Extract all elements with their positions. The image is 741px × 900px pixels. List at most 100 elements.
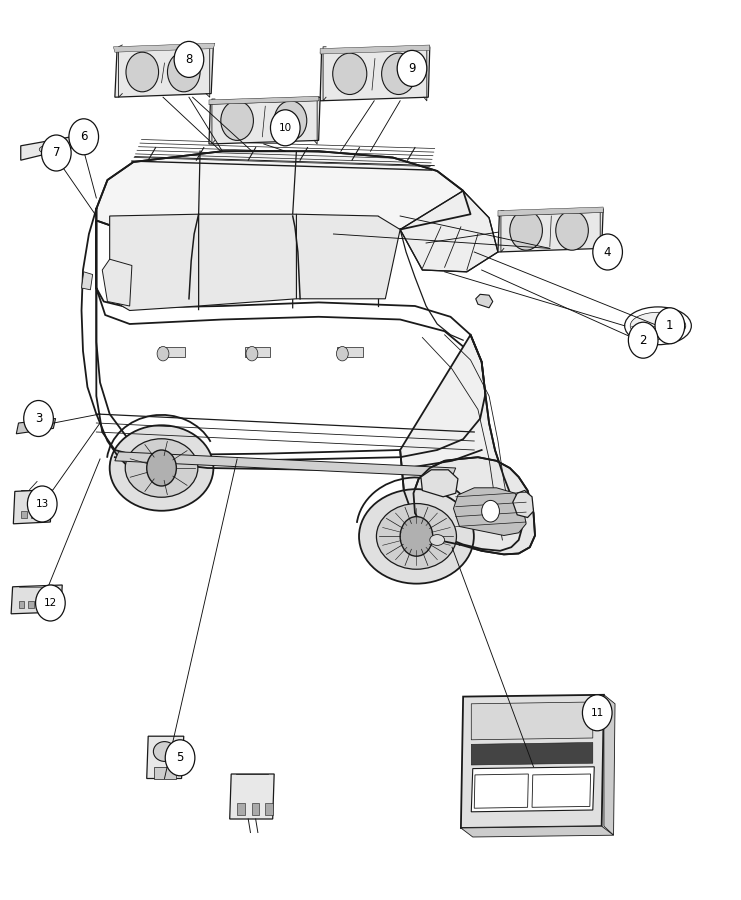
Polygon shape	[461, 695, 604, 828]
Circle shape	[397, 50, 427, 86]
Circle shape	[165, 740, 195, 776]
Ellipse shape	[376, 504, 456, 570]
Text: 12: 12	[44, 598, 57, 608]
Text: 9: 9	[408, 62, 416, 75]
Circle shape	[336, 346, 348, 361]
Polygon shape	[70, 133, 83, 146]
Circle shape	[333, 53, 367, 94]
Polygon shape	[154, 767, 176, 778]
Polygon shape	[39, 601, 44, 608]
Polygon shape	[474, 774, 528, 808]
Polygon shape	[532, 774, 591, 807]
Polygon shape	[19, 601, 24, 608]
Polygon shape	[245, 347, 270, 357]
Polygon shape	[21, 135, 82, 160]
Text: 7: 7	[53, 147, 60, 159]
Polygon shape	[230, 774, 274, 819]
Circle shape	[36, 585, 65, 621]
Circle shape	[157, 346, 169, 361]
Polygon shape	[49, 601, 55, 608]
Polygon shape	[237, 803, 245, 815]
Ellipse shape	[630, 312, 686, 339]
Polygon shape	[21, 511, 27, 518]
Circle shape	[147, 450, 176, 486]
Text: 5: 5	[176, 752, 184, 764]
Text: 10: 10	[279, 122, 292, 133]
Polygon shape	[16, 418, 56, 434]
Text: 13: 13	[36, 499, 49, 509]
Polygon shape	[461, 826, 614, 837]
Polygon shape	[265, 803, 273, 815]
Polygon shape	[252, 803, 259, 815]
Polygon shape	[413, 457, 535, 554]
Polygon shape	[13, 490, 52, 524]
Text: 6: 6	[80, 130, 87, 143]
Ellipse shape	[39, 145, 62, 154]
Polygon shape	[28, 601, 34, 608]
Circle shape	[628, 322, 658, 358]
Polygon shape	[471, 702, 593, 740]
Circle shape	[69, 119, 99, 155]
Circle shape	[382, 53, 416, 94]
Polygon shape	[400, 335, 522, 551]
Text: 11: 11	[591, 707, 604, 718]
Polygon shape	[209, 97, 320, 144]
Circle shape	[274, 101, 307, 140]
Circle shape	[41, 135, 71, 171]
Polygon shape	[82, 272, 93, 290]
Polygon shape	[421, 470, 458, 497]
Circle shape	[167, 52, 200, 92]
Circle shape	[482, 500, 499, 522]
Polygon shape	[513, 491, 534, 518]
Circle shape	[556, 211, 588, 250]
Ellipse shape	[125, 439, 198, 497]
Ellipse shape	[625, 307, 691, 345]
Polygon shape	[320, 47, 430, 101]
Polygon shape	[320, 45, 430, 54]
Polygon shape	[115, 452, 456, 477]
Circle shape	[246, 346, 258, 361]
Ellipse shape	[359, 490, 474, 584]
Polygon shape	[296, 214, 400, 299]
Polygon shape	[640, 338, 654, 349]
Circle shape	[655, 308, 685, 344]
Circle shape	[270, 110, 300, 146]
Circle shape	[593, 234, 622, 270]
Ellipse shape	[153, 742, 176, 761]
Polygon shape	[102, 259, 132, 306]
Circle shape	[24, 400, 53, 436]
Ellipse shape	[110, 426, 213, 511]
Polygon shape	[337, 347, 363, 357]
Polygon shape	[11, 585, 62, 614]
Polygon shape	[199, 214, 296, 306]
Polygon shape	[471, 742, 593, 765]
Circle shape	[582, 695, 612, 731]
Polygon shape	[476, 294, 493, 308]
Circle shape	[400, 517, 433, 556]
Text: 3: 3	[35, 412, 42, 425]
Polygon shape	[31, 511, 37, 518]
Polygon shape	[115, 45, 213, 97]
Polygon shape	[209, 96, 319, 104]
Polygon shape	[498, 207, 603, 216]
Circle shape	[510, 211, 542, 250]
Text: 1: 1	[666, 320, 674, 332]
Polygon shape	[96, 151, 471, 234]
Circle shape	[221, 101, 253, 140]
Circle shape	[174, 41, 204, 77]
Circle shape	[27, 486, 57, 522]
Polygon shape	[453, 488, 526, 536]
Text: 8: 8	[185, 53, 193, 66]
Polygon shape	[41, 511, 47, 518]
Polygon shape	[96, 220, 480, 454]
Polygon shape	[147, 736, 184, 778]
Polygon shape	[110, 214, 199, 310]
Polygon shape	[159, 347, 185, 357]
Polygon shape	[604, 695, 615, 835]
Circle shape	[126, 52, 159, 92]
Polygon shape	[400, 191, 498, 272]
Polygon shape	[471, 767, 594, 812]
Text: 2: 2	[639, 334, 647, 346]
Polygon shape	[498, 209, 603, 252]
Polygon shape	[113, 43, 215, 52]
